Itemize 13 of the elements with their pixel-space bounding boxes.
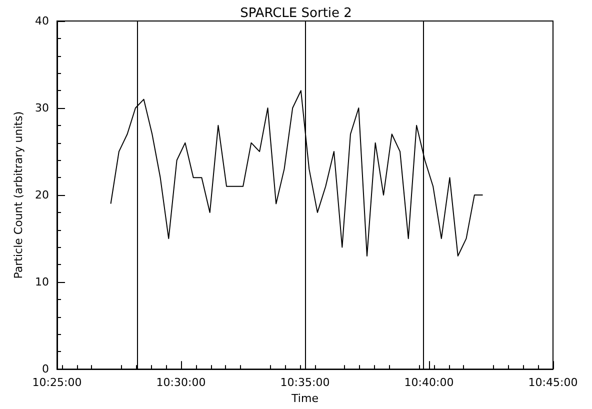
y-tick-label: 10	[35, 276, 49, 289]
x-tick-label: 10:40:00	[404, 376, 454, 390]
y-tick-label: 20	[35, 188, 49, 202]
x-tick-label: 10:35:00	[280, 376, 330, 390]
y-axis-title: Particle Count (arbitrary units)	[12, 111, 26, 279]
y-tick-label: 30	[35, 102, 49, 115]
x-tick-label: 10:25:00	[32, 376, 82, 390]
x-axis-title: Time	[290, 392, 319, 405]
x-tick-label: 10:45:00	[528, 376, 578, 390]
chart-title: SPARCLE Sortie 2	[240, 6, 352, 21]
y-tick-label: 40	[35, 14, 49, 28]
y-tick-label: 0	[42, 362, 49, 376]
x-tick-label: 10:30:00	[156, 376, 206, 390]
